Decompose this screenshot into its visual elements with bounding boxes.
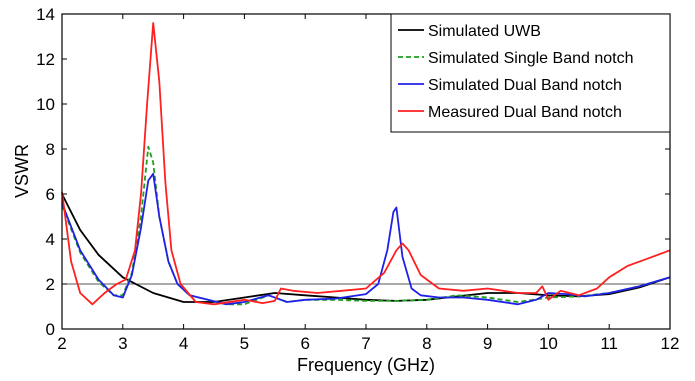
y-axis-label: VSWR <box>12 144 32 198</box>
x-tick-label: 11 <box>600 334 618 353</box>
x-tick-label: 6 <box>300 334 309 353</box>
legend-label-3: Measured Dual Band notch <box>428 104 622 121</box>
x-tick-label: 5 <box>240 334 249 353</box>
x-tick-label: 3 <box>118 334 127 353</box>
y-tick-label: 2 <box>46 275 55 294</box>
x-tick-label: 10 <box>539 334 558 353</box>
x-tick-label: 12 <box>661 334 680 353</box>
x-tick-label: 2 <box>57 334 66 353</box>
y-tick-label: 6 <box>46 185 55 204</box>
x-tick-label: 9 <box>483 334 492 353</box>
x-tick-label: 8 <box>422 334 431 353</box>
legend-box <box>390 13 671 133</box>
y-tick-label: 14 <box>36 5 55 24</box>
legend-label-0: Simulated UWB <box>428 23 541 40</box>
legend: Simulated UWB Simulated Single Band notch… <box>390 13 671 133</box>
series-line-2 <box>61 172 671 306</box>
x-tick-label: 7 <box>361 334 370 353</box>
y-tick-label: 8 <box>46 140 55 159</box>
series-line-3 <box>61 22 671 306</box>
y-tick-label: 4 <box>46 230 55 249</box>
legend-label-1: Simulated Single Band notch <box>428 50 633 67</box>
x-tick-label: 4 <box>179 334 188 353</box>
y-tick-label: 10 <box>36 95 55 114</box>
y-tick-label: 12 <box>36 50 55 69</box>
series-line-0 <box>61 193 671 303</box>
y-tick-label: 0 <box>46 320 55 339</box>
x-axis-label: Frequency (GHz) <box>297 355 435 375</box>
legend-label-2: Simulated Dual Band notch <box>428 77 622 94</box>
